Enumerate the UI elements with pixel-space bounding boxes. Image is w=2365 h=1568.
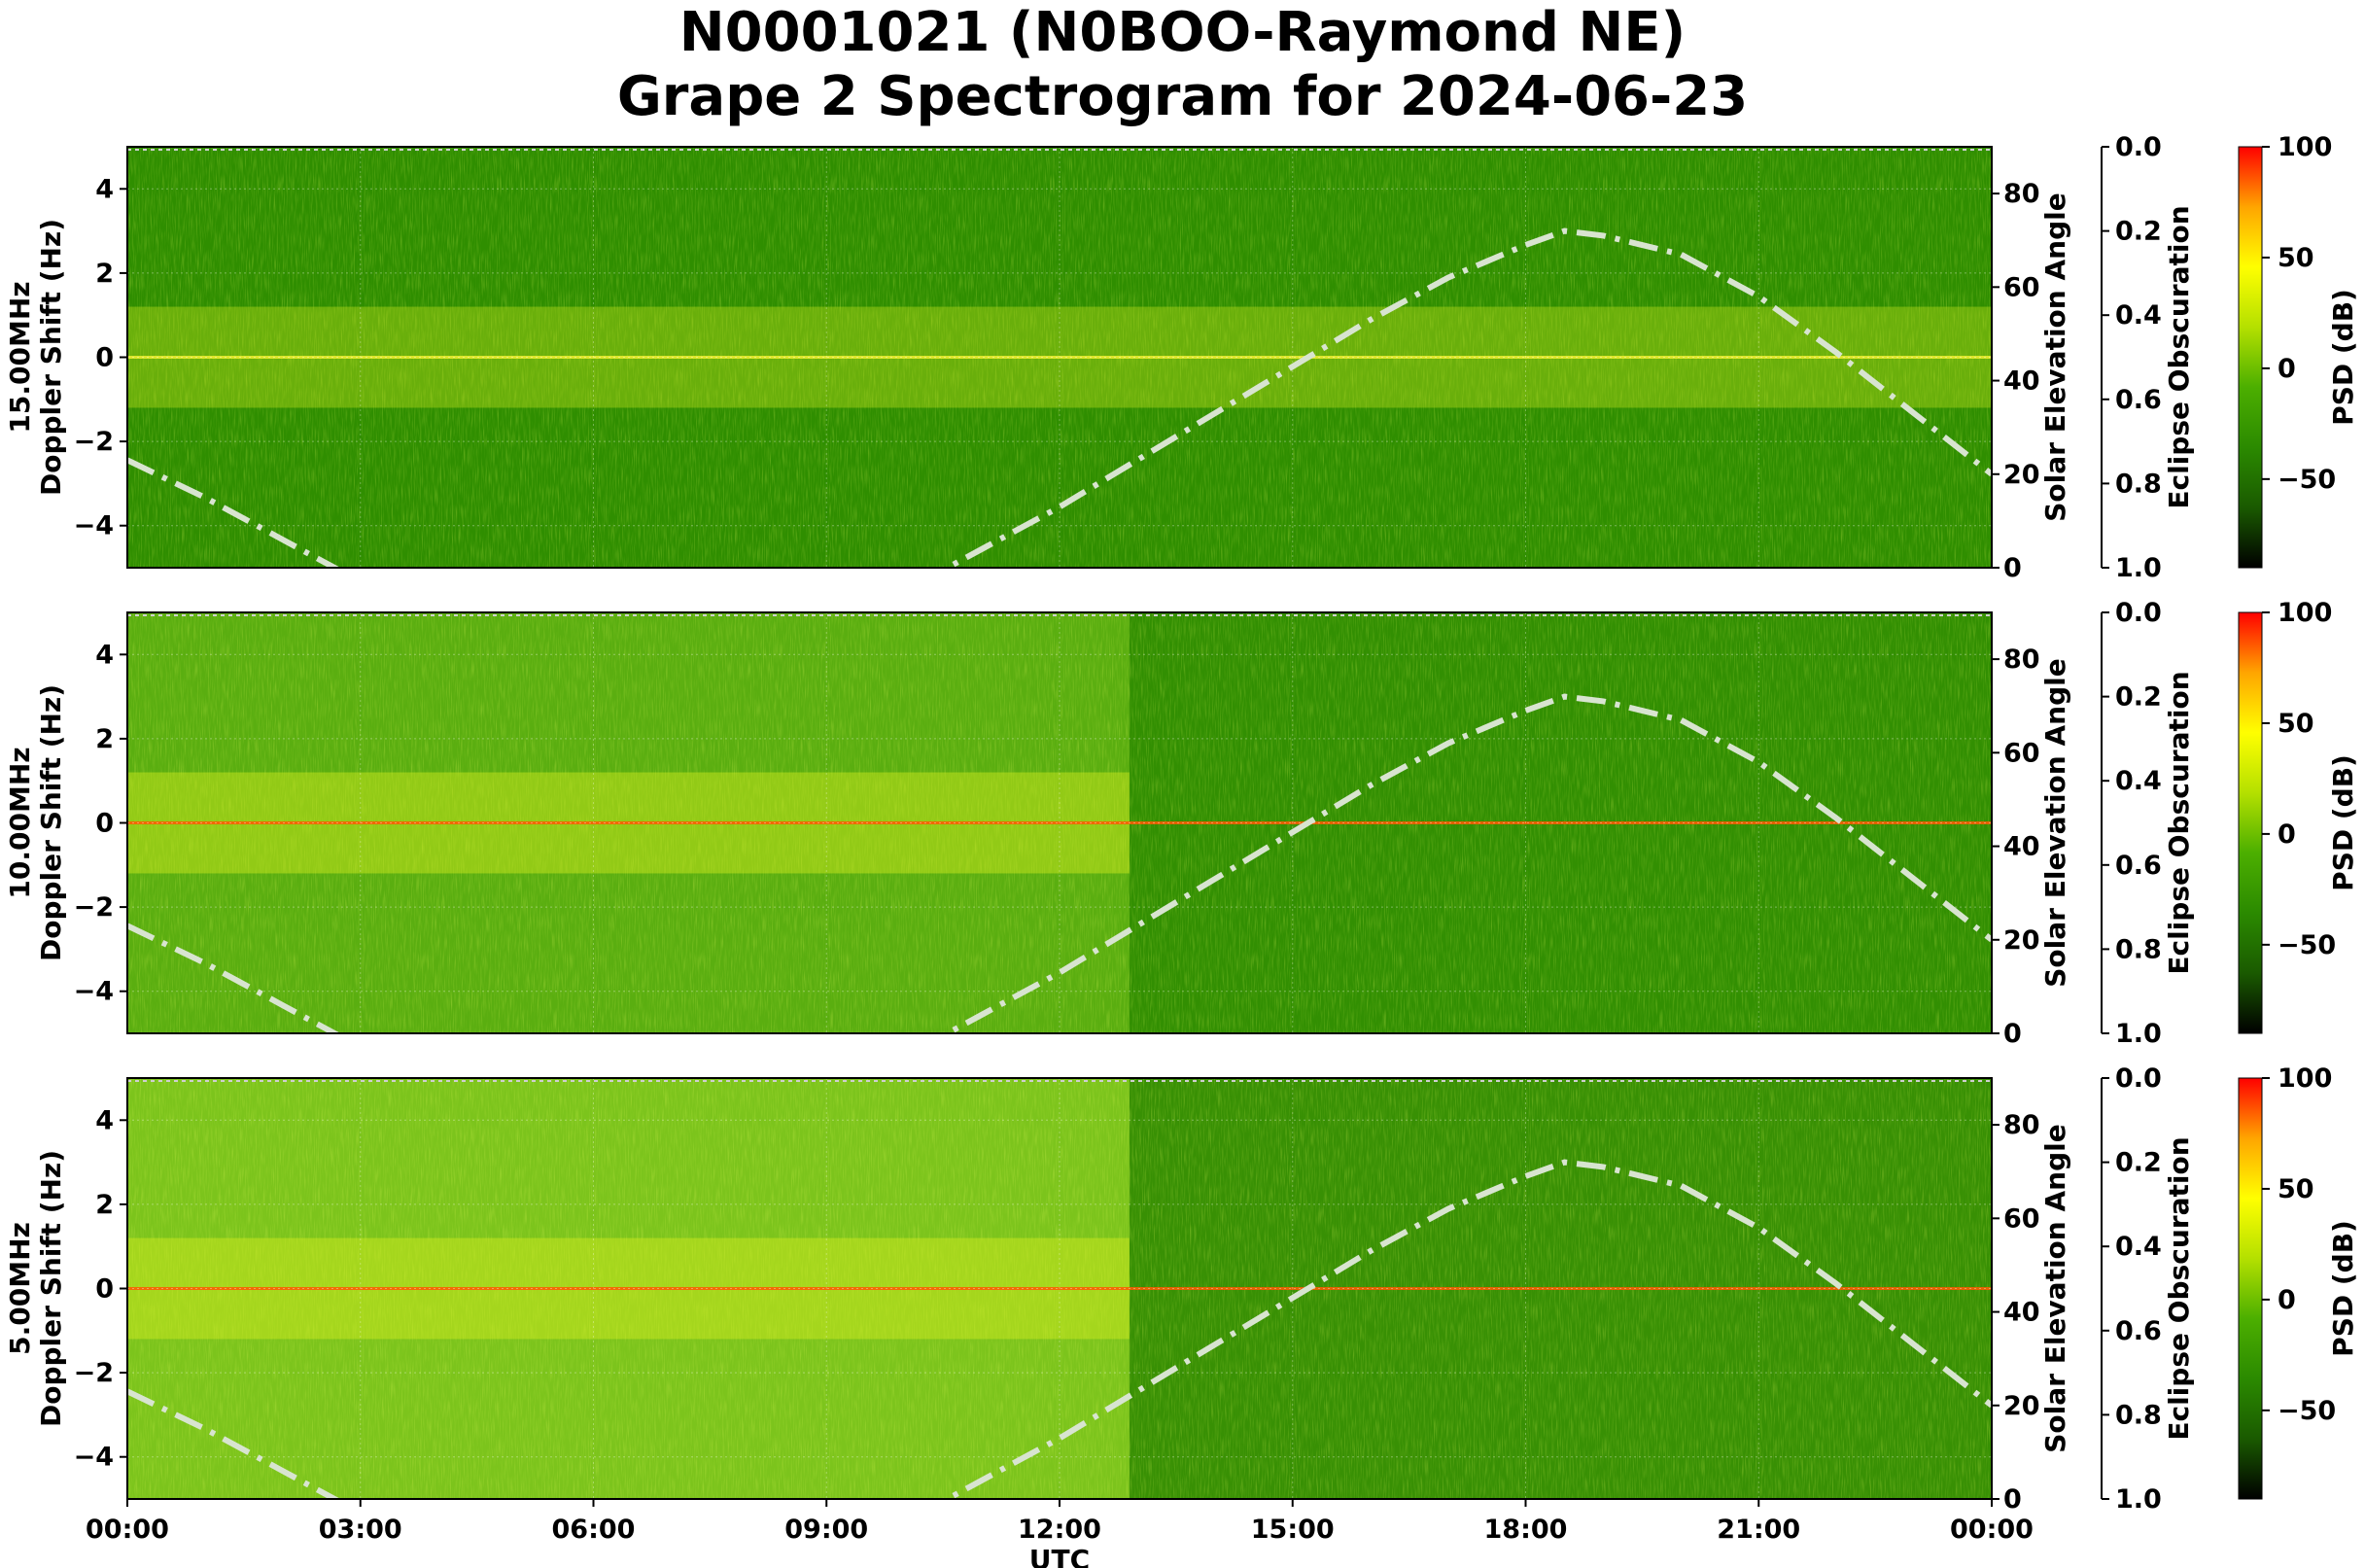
elevation-tick-label: 40 (2003, 1298, 2040, 1328)
freq-label: 15.00MHz (4, 281, 36, 433)
colorbar-tick-label: 0 (2278, 819, 2296, 850)
y-tick-label: 4 (95, 174, 114, 204)
y-tick-label: 0 (95, 343, 114, 373)
obscuration-tick-label: 0.0 (2115, 1063, 2162, 1094)
obscuration-tick-label: 0.8 (2115, 469, 2162, 499)
title-line-1: N0001021 (N0BOO-Raymond NE) (678, 1, 1687, 64)
elevation-axis-label: Solar Elevation Angle (2039, 192, 2071, 521)
elevation-tick-label: 40 (2003, 832, 2040, 862)
x-tick-label: 03:00 (319, 1515, 402, 1545)
obscuration-tick-label: 0.2 (2115, 682, 2162, 713)
solar-elevation-curve (127, 1159, 1992, 1499)
colorbar-tick-label: 50 (2278, 243, 2314, 273)
panel-15.00MHz: 420−2−415.00MHz Doppler Shift (Hz)0204060… (4, 132, 2359, 583)
elevation-tick-label: 60 (2003, 1203, 2040, 1234)
freq-label: 5.00MHz (4, 1222, 36, 1355)
x-tick-label: 00:00 (1950, 1515, 2034, 1545)
obscuration-tick-label: 1.0 (2115, 1484, 2162, 1515)
obscuration-axis-label: Eclipse Obscuration (2163, 205, 2195, 508)
elevation-tick-label: 0 (2003, 553, 2022, 583)
panel-5.00MHz: 420−2−45.00MHz Doppler Shift (Hz)02040608… (4, 1063, 2359, 1515)
y-tick-label: 2 (95, 724, 114, 754)
obscuration-tick-label: 0.0 (2115, 132, 2162, 162)
x-tick-label: 09:00 (784, 1515, 868, 1545)
obscuration-tick-label: 1.0 (2115, 553, 2162, 583)
elevation-tick-label: 60 (2003, 738, 2040, 768)
colorbar-tick-label: −50 (2278, 1396, 2336, 1426)
x-tick-label: 18:00 (1484, 1515, 1568, 1545)
elevation-tick-label: 0 (2003, 1484, 2022, 1515)
elevation-tick-label: 0 (2003, 1019, 2022, 1049)
solar-elevation-curve (127, 693, 1992, 1033)
elevation-tick-label: 20 (2003, 460, 2040, 490)
y-axis-label: Doppler Shift (Hz) (35, 684, 67, 961)
colorbar-tick-label: 100 (2278, 598, 2332, 628)
obscuration-tick-label: 0.0 (2115, 598, 2162, 628)
x-tick-label: 00:00 (86, 1515, 169, 1545)
obscuration-tick-label: 0.2 (2115, 1148, 2162, 1178)
y-tick-label: −4 (74, 977, 114, 1007)
colorbar (2238, 146, 2263, 569)
elevation-axis-label: Solar Elevation Angle (2039, 1124, 2071, 1452)
solar-elevation-curve (127, 227, 1992, 568)
y-axis-label: Doppler Shift (Hz) (35, 219, 67, 496)
obscuration-tick-label: 0.4 (2115, 300, 2162, 331)
elevation-tick-label: 40 (2003, 366, 2040, 397)
colorbar-label: PSD (dB) (2327, 1220, 2359, 1357)
elevation-tick-label: 80 (2003, 645, 2040, 675)
panel-10.00MHz: 420−2−410.00MHz Doppler Shift (Hz)0204060… (4, 598, 2359, 1049)
elevation-tick-label: 60 (2003, 272, 2040, 302)
colorbar-tick-label: −50 (2278, 930, 2336, 960)
title-line-2: Grape 2 Spectrogram for 2024-06-23 (616, 65, 1749, 128)
y-tick-label: −2 (74, 1358, 114, 1388)
elevation-axis-label: Solar Elevation Angle (2039, 658, 2071, 987)
colorbar-label: PSD (dB) (2327, 289, 2359, 426)
obscuration-tick-label: 1.0 (2115, 1019, 2162, 1049)
elevation-tick-label: 80 (2003, 179, 2040, 209)
colorbar (2238, 611, 2263, 1034)
x-tick-label: 06:00 (552, 1515, 636, 1545)
elevation-tick-label: 20 (2003, 925, 2040, 956)
obscuration-axis-label: Eclipse Obscuration (2163, 671, 2195, 974)
x-tick-label: 12:00 (1018, 1515, 1101, 1545)
y-tick-label: 4 (95, 1105, 114, 1135)
x-axis-label: UTC (1029, 1544, 1090, 1568)
x-tick-label: 21:00 (1717, 1515, 1800, 1545)
obscuration-tick-label: 0.6 (2115, 851, 2162, 881)
obscuration-axis-label: Eclipse Obscuration (2163, 1136, 2195, 1440)
y-tick-label: −2 (74, 427, 114, 457)
colorbar-tick-label: 0 (2278, 354, 2296, 384)
obscuration-tick-label: 0.8 (2115, 1400, 2162, 1430)
y-tick-label: −4 (74, 1443, 114, 1473)
obscuration-tick-label: 0.6 (2115, 385, 2162, 415)
y-tick-label: 2 (95, 259, 114, 289)
y-tick-label: 4 (95, 640, 114, 670)
colorbar-tick-label: 0 (2278, 1285, 2296, 1315)
freq-label: 10.00MHz (4, 747, 36, 898)
colorbar (2238, 1077, 2263, 1500)
colorbar-tick-label: 50 (2278, 1174, 2314, 1204)
elevation-tick-label: 80 (2003, 1110, 2040, 1140)
obscuration-tick-label: 0.8 (2115, 934, 2162, 964)
y-tick-label: 0 (95, 809, 114, 839)
colorbar-tick-label: 50 (2278, 709, 2314, 739)
colorbar-tick-label: 100 (2278, 132, 2332, 162)
colorbar-tick-label: 100 (2278, 1063, 2332, 1094)
y-tick-label: −4 (74, 511, 114, 541)
obscuration-tick-label: 0.6 (2115, 1316, 2162, 1346)
elevation-tick-label: 20 (2003, 1391, 2040, 1421)
obscuration-tick-label: 0.4 (2115, 1232, 2162, 1262)
obscuration-tick-label: 0.2 (2115, 217, 2162, 247)
y-axis-label: Doppler Shift (Hz) (35, 1150, 67, 1427)
x-tick-label: 15:00 (1251, 1515, 1335, 1545)
colorbar-tick-label: −50 (2278, 465, 2336, 495)
y-tick-label: 2 (95, 1190, 114, 1220)
colorbar-label: PSD (dB) (2327, 754, 2359, 891)
obscuration-tick-label: 0.4 (2115, 766, 2162, 796)
y-tick-label: −2 (74, 892, 114, 923)
y-tick-label: 0 (95, 1274, 114, 1305)
